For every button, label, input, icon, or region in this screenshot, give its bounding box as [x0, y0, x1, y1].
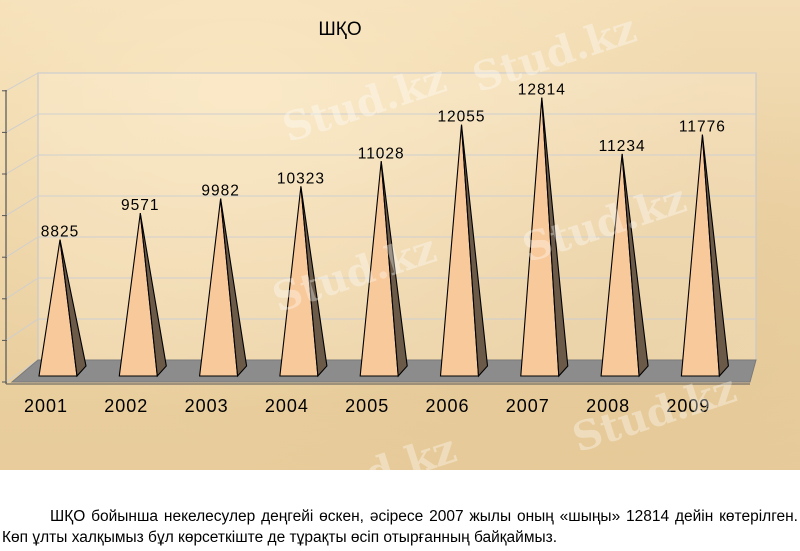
data-label: 10323: [277, 170, 325, 187]
x-tick-label: 2004: [265, 396, 309, 416]
pyramid-bar: [198, 198, 248, 378]
pyramid-side-face: [460, 124, 489, 378]
pyramid-bar: [680, 134, 729, 378]
gridline-side: [5, 154, 39, 175]
data-label: 9571: [121, 197, 159, 214]
gridline-side: [5, 359, 39, 383]
data-label: 12055: [437, 109, 485, 126]
gridline-side: [5, 277, 39, 300]
gridline-side: [5, 72, 39, 92]
chart-area: ШҚО 8825 9571 9982 10323 11028 12055 12814 1123…: [0, 0, 800, 470]
pyramid-bar: [279, 186, 328, 378]
pyramid-bar: [600, 153, 649, 378]
pyramid-bar: [38, 239, 87, 378]
pyramid-side-face: [300, 186, 328, 378]
data-label: 11776: [679, 119, 726, 136]
pyramid-bar: [359, 161, 408, 378]
gridline-side: [5, 195, 39, 217]
gridline-side: [5, 236, 39, 258]
x-tick-label: 2001: [24, 396, 68, 416]
gridline-side: [5, 318, 39, 341]
data-label: 11234: [599, 138, 646, 155]
pyramid-side-face: [220, 198, 248, 378]
pyramid-side-face: [139, 213, 167, 378]
data-label: 12814: [518, 82, 566, 99]
data-label: 11028: [358, 145, 405, 162]
pyramid-bar: [439, 124, 489, 378]
pyramid-side-face: [621, 153, 649, 378]
pyramid-bar: [520, 97, 569, 378]
bars: [38, 97, 729, 378]
pyramid-side-face: [59, 239, 87, 378]
data-label: 8825: [41, 224, 79, 241]
x-tick-label: 2008: [586, 396, 630, 416]
pyramid-side-face: [380, 161, 408, 378]
x-tick-label: 2007: [506, 396, 550, 416]
data-label: 9982: [201, 183, 239, 200]
x-axis-labels: 2001 2002 2003 2004 2005 2006 2007 2008 2009: [24, 396, 710, 416]
chart-title: ШҚО: [318, 19, 361, 40]
x-tick-label: 2002: [104, 396, 148, 416]
x-tick-label: 2003: [185, 396, 229, 416]
pyramid-bar-chart: ШҚО 8825 9571 9982 10323 11028 12055 12814 1123…: [2, 19, 757, 416]
value-labels: 8825 9571 9982 10323 11028 12055 12814 11234 117…: [41, 82, 726, 241]
pyramid-side-face: [701, 134, 729, 378]
pyramid-bar: [118, 213, 167, 378]
pyramid-side-face: [541, 97, 569, 378]
gridline-side: [5, 113, 39, 133]
x-tick-label: 2005: [345, 396, 389, 416]
x-tick-label: 2009: [666, 396, 710, 416]
caption-paragraph: ШҚО бойынша некелесулер деңгейі өскен, ә…: [2, 508, 798, 546]
x-tick-label: 2006: [425, 396, 469, 416]
